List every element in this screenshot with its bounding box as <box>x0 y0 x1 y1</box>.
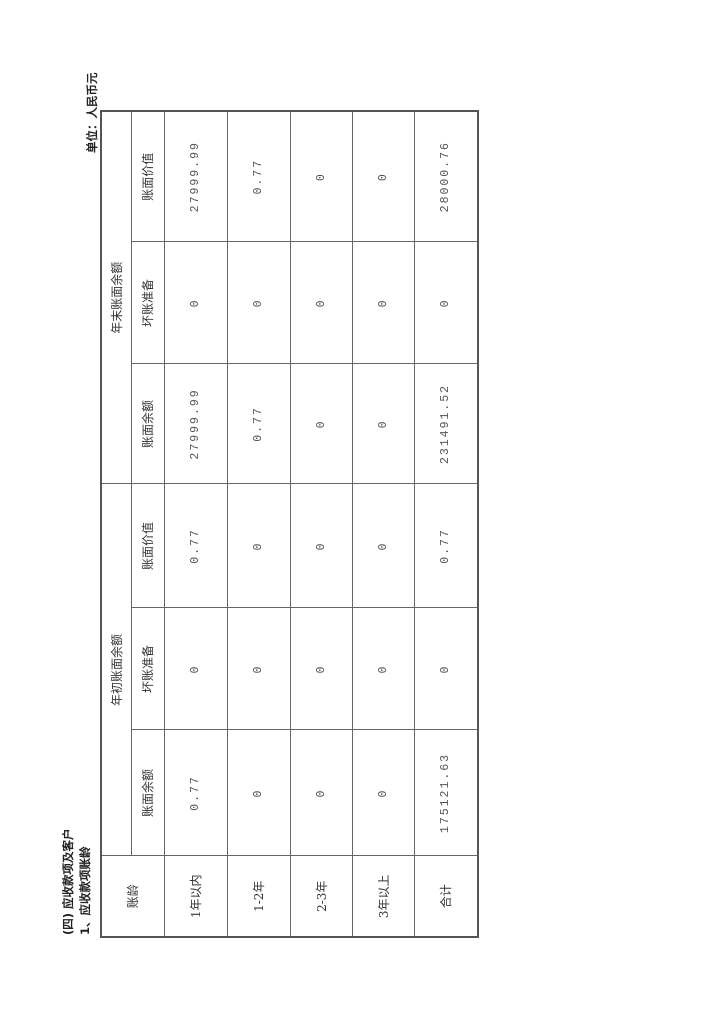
table-row: 3年以上 0 0 0 0 0 0 <box>352 110 414 937</box>
table-cell: 175121.63 <box>414 730 478 856</box>
column-header: 账面价值 <box>131 483 164 608</box>
table-row: 合计 175121.63 0 0.77 231491.52 0 28000.76 <box>414 110 478 937</box>
column-header: 坏账准备 <box>131 608 164 730</box>
table-cell: 0 <box>227 730 290 856</box>
table-cell: 0 <box>290 363 352 484</box>
opening-balance-header: 年初账面余额 <box>101 483 131 856</box>
table-row: 2-3年 0 0 0 0 0 0 <box>290 110 352 937</box>
table-cell: 0 <box>352 110 414 242</box>
row-label: 3年以上 <box>352 856 414 937</box>
column-header: 账面余额 <box>131 730 164 856</box>
table-cell: 0.77 <box>227 110 290 242</box>
table-cell: 0 <box>290 110 352 242</box>
row-label: 合计 <box>414 856 478 937</box>
table-cell: 0 <box>227 608 290 730</box>
column-header: 坏账准备 <box>131 241 164 364</box>
table-cell: 231491.52 <box>414 363 478 484</box>
table-cell: 28000.76 <box>414 110 478 242</box>
table-cell: 0.77 <box>414 483 478 608</box>
table-cell: 0 <box>290 241 352 364</box>
table-cell: 0.77 <box>164 483 227 608</box>
table-cell: 0 <box>290 608 352 730</box>
table-cell: 0 <box>352 241 414 364</box>
row-label: 1-2年 <box>227 856 290 937</box>
table-cell: 0 <box>227 483 290 608</box>
table-cell: 0 <box>227 241 290 364</box>
table-row: 1-2年 0 0 0 0.77 0 0.77 <box>227 110 290 937</box>
table-cell: 0 <box>290 483 352 608</box>
row-label: 1年以内 <box>164 856 227 937</box>
table-cell: 0 <box>164 608 227 730</box>
table-cell: 0 <box>352 363 414 484</box>
column-header: 账面余额 <box>131 363 164 484</box>
table-cell: 0 <box>352 608 414 730</box>
table-cell: 0 <box>414 241 478 364</box>
aging-header: 账龄 <box>101 856 164 937</box>
table-cell: 0 <box>414 608 478 730</box>
table-cell: 27999.99 <box>164 110 227 242</box>
table-cell: 0 <box>290 730 352 856</box>
table-cell: 27999.99 <box>164 363 227 484</box>
table-cell: 0 <box>352 483 414 608</box>
column-header: 账面价值 <box>131 110 164 242</box>
table-cell: 0.77 <box>227 363 290 484</box>
table-row: 1年以内 0.77 0 0.77 27999.99 0 27999.99 <box>164 110 227 937</box>
table-cell: 0 <box>352 730 414 856</box>
table-cell: 0 <box>164 241 227 364</box>
aging-table: 账龄 年初账面余额 年末账面余额 账面余额 坏账准备 账面价值 账面余额 坏账准备 账面价… <box>100 109 479 938</box>
unit-label: 单位：人民币元 <box>85 72 99 154</box>
closing-balance-header: 年末账面余额 <box>101 110 131 484</box>
table-cell: 0.77 <box>164 730 227 856</box>
section-title: (四) 应收款项及客户 <box>61 828 75 935</box>
row-label: 2-3年 <box>290 856 352 937</box>
subsection-title: 1、应收款项账龄 <box>78 846 92 935</box>
